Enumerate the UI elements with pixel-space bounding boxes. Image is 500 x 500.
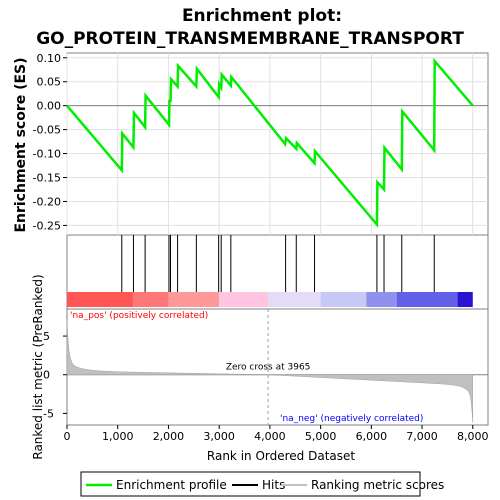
ranking-metric-area: [66, 319, 474, 423]
legend-box: [80, 471, 421, 497]
color-band-segment: [219, 292, 269, 307]
x-tick-label: 8,000: [457, 430, 489, 443]
es-y-axis-label: Enrichment score (ES): [13, 57, 29, 232]
color-band-segment: [320, 292, 367, 307]
ranking-color-band: [67, 292, 473, 307]
legend-enrichment-label: Enrichment profile: [116, 478, 227, 492]
legend-hits-label: Hits: [262, 478, 285, 492]
x-tick-label: 6,000: [356, 430, 388, 443]
x-tick-label: 0: [64, 430, 71, 443]
zero-cross-label: Zero cross at 3965: [226, 363, 311, 373]
color-band-segment: [168, 292, 220, 307]
es-panel-frame: [66, 52, 489, 236]
es-y-tick-label: -0.15: [33, 172, 61, 185]
ranking-y-tick-label: 5: [43, 330, 50, 343]
es-y-tick-label: -0.20: [33, 195, 61, 208]
color-band-segment: [67, 292, 133, 307]
es-y-tick-label: -0.25: [33, 219, 61, 232]
color-band-segment: [396, 292, 458, 307]
es-y-tick-label: 0.05: [37, 76, 62, 89]
color-band-segment: [366, 292, 397, 307]
es-y-tick-label: -0.05: [33, 124, 61, 137]
enrichment-profile-line: [66, 57, 474, 228]
x-tick-label: 7,000: [406, 430, 438, 443]
legend-ranking-label: Ranking metric scores: [311, 478, 444, 492]
ranking-y-axis-label: Ranked list metric (PreRanked): [31, 274, 45, 459]
chart-title-line1: Enrichment plot:: [182, 6, 342, 26]
x-axis-label: Rank in Ordered Dataset: [207, 449, 355, 463]
color-band-segment: [268, 292, 321, 307]
x-tick-label: 4,000: [254, 430, 286, 443]
x-tick-label: 2,000: [153, 430, 185, 443]
color-band-segment: [132, 292, 169, 307]
positive-correlation-label: 'na_pos' (positively correlated): [70, 311, 208, 321]
ranking-y-tick-label: -5: [43, 407, 54, 420]
es-y-tick-label: 0.10: [37, 52, 62, 65]
negative-correlation-label: 'na_neg' (negatively correlated): [280, 414, 423, 424]
chart-title-line2: GO_PROTEIN_TRANSMEMBRANE_TRANSPORT: [36, 29, 464, 49]
x-tick-label: 5,000: [305, 430, 337, 443]
x-tick-label: 1,000: [102, 430, 134, 443]
x-ticks: 0 1,000 2,000 3,000 4,000 5,000 6,000 7,000 8,00…: [64, 425, 489, 443]
es-y-tick-label: -0.10: [33, 148, 61, 161]
color-band-segment: [457, 292, 473, 307]
hit-markers: [121, 235, 435, 292]
ranking-panel-frame: [66, 308, 489, 426]
ranking-y-tick-label: 0: [43, 369, 50, 382]
ranking-y-ticks: 5 0 -5: [43, 330, 67, 420]
es-y-tick-label: 0.00: [37, 100, 62, 113]
es-gridlines: [66, 53, 488, 235]
es-y-ticks: 0.10 0.05 0.00 -0.05 -0.10 -0.15 -0.20 -0.25: [33, 52, 67, 232]
x-tick-label: 3,000: [203, 430, 235, 443]
